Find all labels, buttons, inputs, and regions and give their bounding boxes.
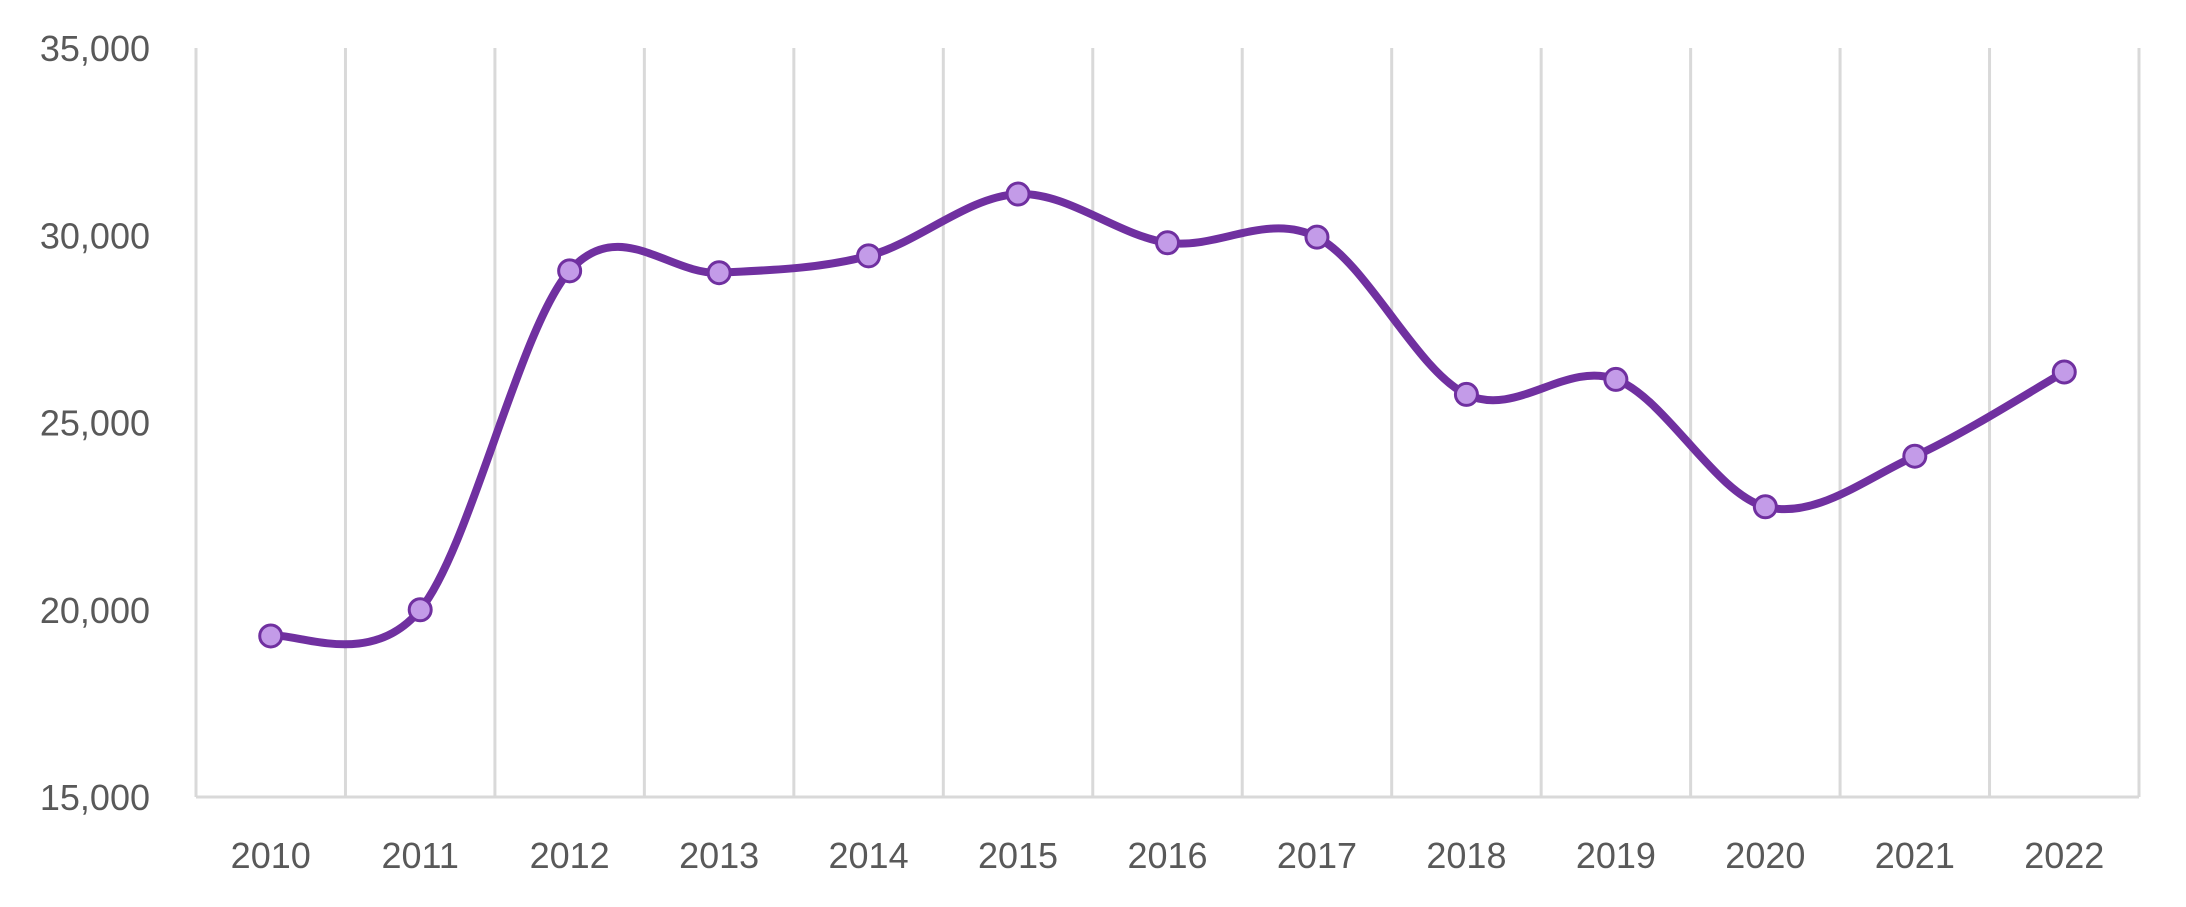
grid-lines (194, 48, 2141, 797)
x-tick-label: 2010 (231, 835, 311, 876)
x-axis-tick-labels: 2010 2011 2012 2013 2014 2015 2016 2017 2018 2019… (231, 835, 2105, 876)
x-tick-label: 2020 (1725, 835, 1805, 876)
x-tick-label: 2012 (530, 835, 610, 876)
data-point (2051, 359, 2077, 385)
data-point (407, 597, 433, 623)
data-point (258, 623, 284, 649)
x-tick-label: 2014 (829, 835, 909, 876)
y-tick-label: 35,000 (40, 28, 150, 69)
x-tick-label: 2022 (2024, 835, 2104, 876)
data-point (557, 258, 583, 284)
x-tick-label: 2016 (1127, 835, 1207, 876)
series-line (266, 190, 2069, 649)
data-point (856, 243, 882, 269)
y-tick-label: 20,000 (40, 590, 150, 631)
y-tick-label: 25,000 (40, 403, 150, 444)
x-tick-label: 2018 (1426, 835, 1506, 876)
x-tick-label: 2019 (1576, 835, 1656, 876)
y-axis-tick-labels: 15,000 20,000 25,000 30,000 35,000 (40, 28, 150, 818)
y-tick-label: 15,000 (40, 777, 150, 818)
data-points (258, 181, 2077, 649)
x-tick-label: 2017 (1277, 835, 1357, 876)
data-point (1304, 224, 1330, 250)
data-point (1453, 381, 1479, 407)
data-point (1752, 494, 1778, 520)
data-point (1005, 181, 1031, 207)
y-tick-label: 30,000 (40, 215, 150, 256)
x-tick-label: 2015 (978, 835, 1058, 876)
data-point (1155, 230, 1180, 256)
data-series (266, 190, 2069, 649)
x-tick-label: 2013 (679, 835, 759, 876)
data-point (706, 260, 732, 286)
data-point (1902, 443, 1928, 469)
x-tick-label: 2021 (1875, 835, 1955, 876)
data-point (1603, 366, 1629, 392)
x-tick-label: 2011 (381, 835, 458, 876)
